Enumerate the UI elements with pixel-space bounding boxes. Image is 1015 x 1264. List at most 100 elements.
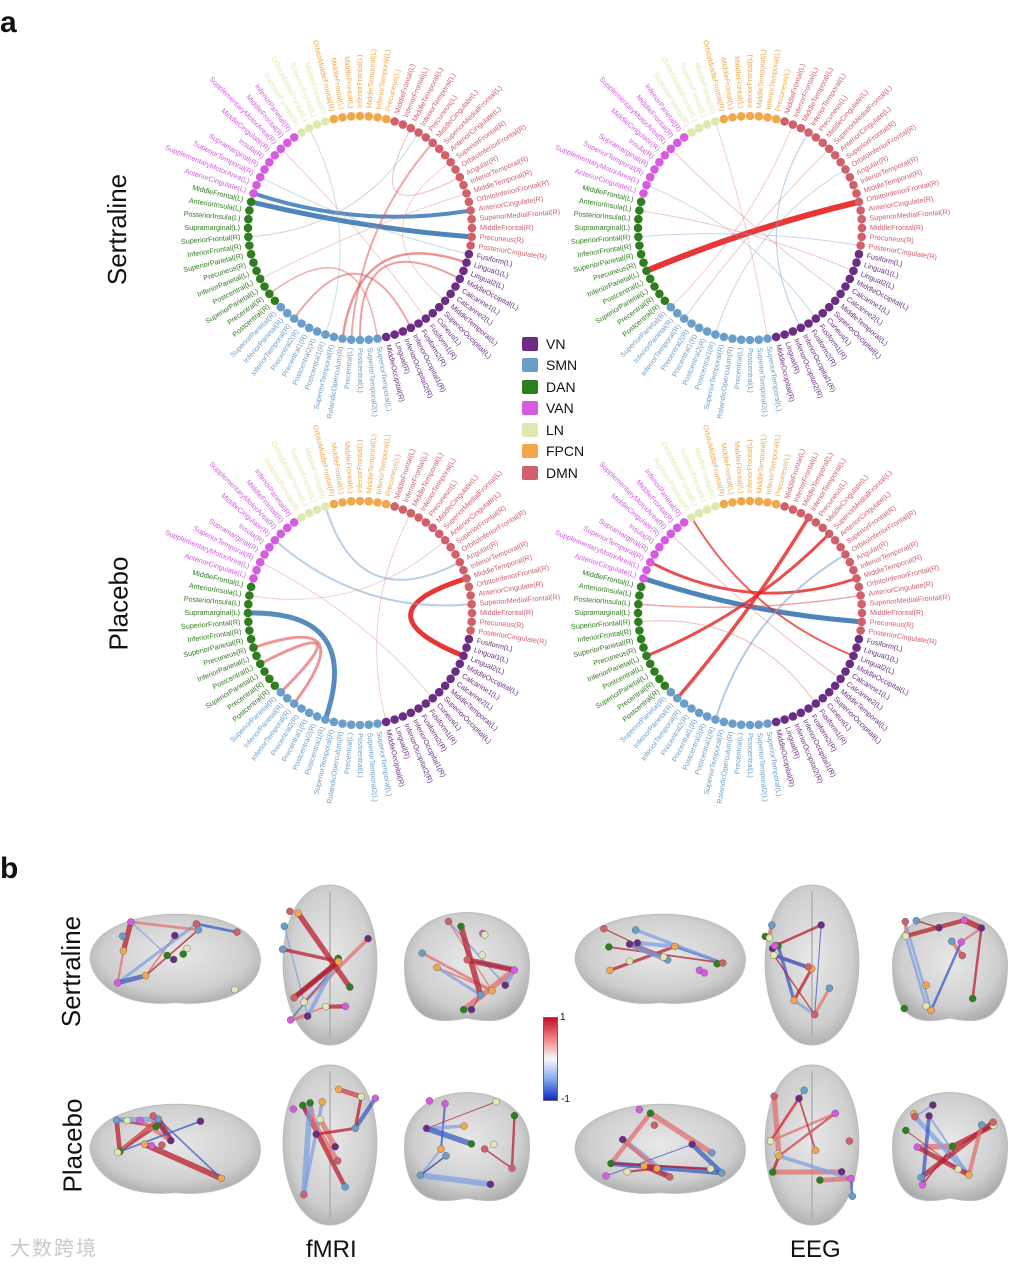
brain-node: [417, 1172, 424, 1179]
brain-node: [826, 985, 833, 992]
brain-node: [113, 1117, 120, 1124]
brain-node: [195, 926, 202, 933]
brain-node: [805, 963, 812, 970]
brain-node: [978, 1121, 985, 1128]
brain-node: [141, 1141, 148, 1148]
brain-node: [489, 987, 496, 994]
brain-view-side: [90, 914, 260, 1003]
brain-node: [319, 1098, 326, 1105]
brain-node: [632, 926, 639, 933]
brain-node: [286, 908, 293, 915]
brain-node: [461, 1123, 468, 1130]
brain-node: [164, 952, 171, 959]
brain-edge: [820, 1179, 851, 1180]
brain-node: [479, 952, 486, 959]
brain-node: [838, 1168, 845, 1175]
brain-node: [120, 947, 127, 954]
brain-node: [346, 984, 353, 991]
brain-node: [918, 1174, 925, 1181]
brain-node: [832, 1110, 839, 1117]
brain-node: [990, 1119, 997, 1126]
brain-node: [158, 1142, 165, 1149]
brain-node: [647, 1110, 654, 1117]
brain-node: [322, 1003, 329, 1010]
brain-node: [600, 925, 607, 932]
brain-node: [771, 942, 778, 949]
brain-node: [965, 1171, 972, 1178]
brain-node: [660, 953, 667, 960]
brain-node: [313, 1131, 320, 1138]
brain-node: [848, 1175, 855, 1182]
brain-node: [771, 1093, 778, 1100]
brain-view-top: [283, 1065, 379, 1225]
brain-node: [626, 941, 633, 948]
brain-node: [490, 1141, 497, 1148]
brain-node: [119, 933, 126, 940]
brain-edge: [917, 1146, 952, 1147]
brain-node: [606, 967, 613, 974]
brain-node: [689, 1141, 696, 1148]
brain-node: [291, 994, 298, 1001]
brain-node: [180, 951, 187, 958]
brain-node: [334, 1157, 341, 1164]
brain-node: [969, 995, 976, 1002]
brain-view-top: [765, 1065, 859, 1225]
brain-node: [790, 997, 797, 1004]
brain-node: [352, 1125, 359, 1132]
brain-node: [701, 969, 708, 976]
brain-node: [509, 1165, 516, 1172]
brain-view-front: [893, 913, 1008, 1021]
brain-node: [307, 1099, 314, 1106]
brain-node: [955, 1166, 962, 1173]
brain-node: [295, 910, 302, 917]
brain-node: [653, 1165, 660, 1172]
brain-node: [301, 999, 308, 1006]
brain-node: [914, 1144, 921, 1151]
brain-node: [468, 1140, 475, 1147]
brain-node: [342, 1003, 349, 1010]
brain-node: [218, 1175, 225, 1182]
brain-node: [114, 1149, 121, 1156]
colorbar-max-label: 1: [560, 1012, 566, 1023]
brain-node: [626, 958, 633, 965]
brain-node: [304, 1013, 311, 1020]
brain-node: [358, 1093, 365, 1100]
brain-node: [958, 939, 965, 946]
brain-node: [634, 939, 641, 946]
brain-node: [770, 952, 777, 959]
brain-node: [619, 1136, 626, 1143]
brain-node: [317, 1116, 324, 1123]
brain-view-side: [575, 1104, 745, 1193]
brain-node: [458, 923, 465, 930]
brain-view-side: [90, 1104, 260, 1193]
brain-node: [935, 924, 942, 931]
brain-node: [769, 1169, 776, 1176]
brain-node: [926, 1112, 933, 1119]
brain-node: [605, 943, 612, 950]
brain-node: [233, 929, 240, 936]
brain-node: [438, 1145, 445, 1152]
brain-node: [300, 1191, 307, 1198]
brain-view-front: [405, 913, 530, 1021]
brain-node: [707, 1165, 714, 1172]
brain-node: [468, 1006, 475, 1013]
brain-node: [372, 1095, 379, 1102]
brain-node: [150, 1112, 157, 1119]
brain-node: [913, 917, 920, 924]
brain-node: [124, 1117, 131, 1124]
brain-node: [487, 1181, 494, 1188]
brain-node: [948, 938, 955, 945]
brain-node: [768, 922, 775, 929]
brain-node: [152, 1123, 159, 1130]
brain-node: [441, 1100, 448, 1107]
brain-node: [142, 972, 149, 979]
brain-node: [949, 1143, 956, 1150]
brain-node: [624, 1168, 631, 1175]
brain-node: [636, 1106, 643, 1113]
brain-node: [911, 1113, 918, 1120]
brain-view-front: [405, 1093, 530, 1201]
brain-node: [959, 952, 966, 959]
brain-node: [923, 982, 930, 989]
brain-node: [775, 1152, 782, 1159]
